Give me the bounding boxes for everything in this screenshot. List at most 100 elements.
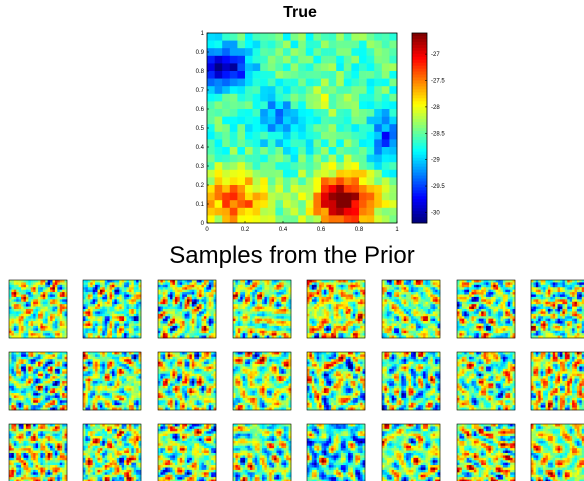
sample-cell xyxy=(427,296,431,300)
sample-cell xyxy=(343,323,346,327)
sample-cell xyxy=(274,318,277,322)
sample-cell xyxy=(99,282,103,286)
sample-cell xyxy=(490,284,494,288)
sample-cell xyxy=(18,333,22,336)
sample-cell xyxy=(128,321,132,324)
sample-cell xyxy=(62,306,65,310)
sample-cell xyxy=(104,280,108,283)
sample-cell xyxy=(112,313,115,317)
sample-cell xyxy=(104,321,108,324)
sample-cell xyxy=(182,316,185,319)
sample-cell xyxy=(54,284,58,288)
sample-cell xyxy=(286,306,289,310)
sample-cell xyxy=(52,313,56,317)
sample-cell xyxy=(196,311,200,315)
sample-cell xyxy=(309,311,313,315)
sample-cell xyxy=(423,323,426,327)
sample-cell xyxy=(562,289,566,293)
heatmap-cell xyxy=(298,177,307,186)
sample-cell xyxy=(249,299,253,302)
sample-cell xyxy=(276,311,280,315)
sample-cell xyxy=(271,287,275,290)
sample-cell xyxy=(211,321,214,324)
sample-cell xyxy=(52,325,56,329)
sample-cell xyxy=(257,280,260,283)
sample-cell xyxy=(471,321,475,324)
sample-cell xyxy=(262,296,265,300)
sample-cell xyxy=(25,328,29,331)
sample-cell xyxy=(54,306,58,310)
sample-cell xyxy=(240,316,243,319)
sample-cell xyxy=(109,292,113,295)
sample-cell xyxy=(170,313,173,317)
sample-cell xyxy=(476,301,479,305)
sample-cell xyxy=(13,294,17,298)
sample-cell xyxy=(252,304,255,307)
sample-cell xyxy=(493,330,496,334)
sample-cell xyxy=(338,325,342,329)
sample-cell xyxy=(42,301,46,305)
sample-cell xyxy=(235,304,239,307)
sample-cell xyxy=(408,323,412,327)
sample-cell xyxy=(201,294,205,298)
sample-cell xyxy=(25,316,29,319)
sample-cell xyxy=(505,316,508,319)
sample-cell xyxy=(104,306,108,310)
sample-cell xyxy=(203,309,207,312)
sample-cell xyxy=(109,318,113,322)
heatmap-cell xyxy=(214,116,223,125)
sample-cell xyxy=(333,309,337,312)
sample-cell xyxy=(403,292,407,295)
sample-cell xyxy=(531,294,534,298)
sample-cell xyxy=(240,287,243,290)
sample-cell xyxy=(495,301,499,305)
sample-cell xyxy=(194,309,197,312)
sample-cell xyxy=(286,289,289,293)
sample-cell xyxy=(269,304,272,307)
sample-cell xyxy=(307,304,310,307)
sample-cell xyxy=(52,318,56,322)
sample-cell xyxy=(394,333,397,336)
heatmap-cell xyxy=(245,93,253,102)
sample-cell xyxy=(311,304,315,307)
sample-cell xyxy=(59,321,63,324)
sample-cell xyxy=(42,280,46,283)
sample-cell xyxy=(386,323,390,327)
sample-cell xyxy=(124,289,127,293)
sample-cell xyxy=(283,325,287,329)
sample-cell xyxy=(471,316,475,319)
sample-cell xyxy=(177,282,180,286)
sample-cell xyxy=(242,294,246,298)
sample-cell xyxy=(87,311,91,315)
sample-cell xyxy=(87,301,91,305)
sample-cell xyxy=(461,304,465,307)
sample-cell xyxy=(199,296,202,300)
sample-cell xyxy=(203,301,207,305)
sample-cell xyxy=(136,296,139,300)
sample-cell xyxy=(550,284,553,288)
sample-cell xyxy=(478,296,482,300)
sample-cell xyxy=(40,316,44,319)
sample-cell xyxy=(435,292,438,295)
sample-cell xyxy=(389,309,392,312)
sample-cell xyxy=(391,299,395,302)
sample-cell xyxy=(95,280,98,283)
sample-cell xyxy=(102,304,105,307)
sample-cell xyxy=(350,289,354,293)
x-tick-label: 0 xyxy=(205,227,209,233)
sample-cell xyxy=(30,325,34,329)
sample-cell xyxy=(201,289,205,293)
sample-cell xyxy=(201,304,205,307)
sample-cell xyxy=(124,282,127,286)
sample-cell xyxy=(331,333,334,336)
sample-cell xyxy=(319,296,322,300)
sample-cell xyxy=(502,287,506,290)
sample-cell xyxy=(133,316,137,319)
sample-cell xyxy=(384,323,388,327)
sample-panel xyxy=(232,279,292,339)
sample-cell xyxy=(418,284,421,288)
heatmap-cell xyxy=(374,55,383,64)
sample-cell xyxy=(389,328,392,331)
sample-cell xyxy=(360,311,363,315)
sample-cell xyxy=(355,294,358,298)
